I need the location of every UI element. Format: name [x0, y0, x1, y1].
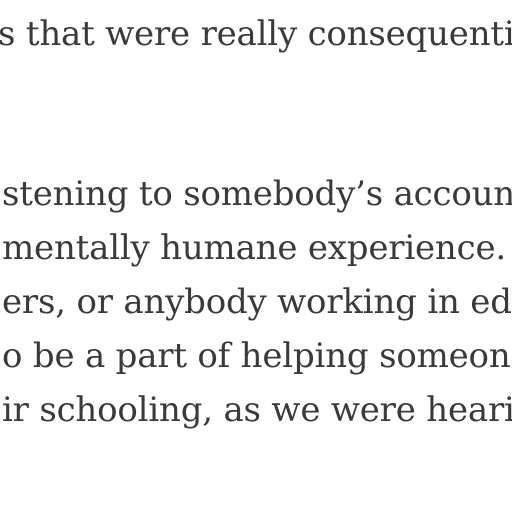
paragraph-2-line-5: ir schooling, as we were hearin — [2, 390, 512, 430]
paragraph-2-line-3: ers, or anybody working in educ — [2, 282, 512, 322]
paragraph-2-line-1: stening to somebody’s account o — [2, 174, 512, 214]
paragraph-1-line-1: s that were really consequential — [0, 14, 512, 54]
paragraph-2-line-4: o be a part of helping someone — [2, 336, 512, 376]
paragraph-2-line-2: mentally humane experience. I — [2, 228, 512, 268]
